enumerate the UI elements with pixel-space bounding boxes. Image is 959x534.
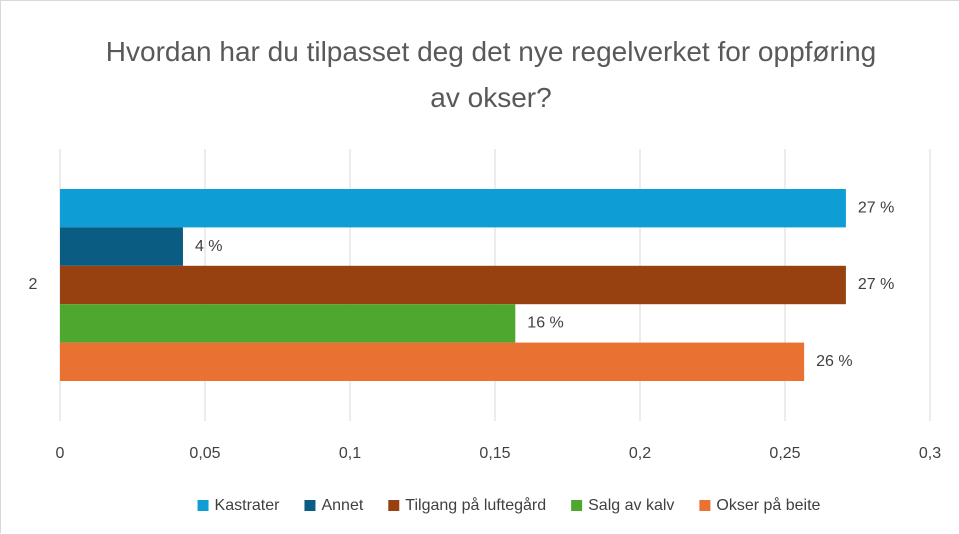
x-tick-label: 0,3 xyxy=(919,445,941,462)
x-tick-label: 0,1 xyxy=(339,445,361,462)
legend-swatch xyxy=(304,500,316,511)
data-label: 27 % xyxy=(858,276,894,293)
x-tick-label: 0,15 xyxy=(479,445,510,462)
data-label: 26 % xyxy=(816,353,852,370)
y-tick-label: 2 xyxy=(29,276,38,293)
x-tick-label: 0,05 xyxy=(189,445,220,462)
bar xyxy=(60,265,846,305)
legend-swatch xyxy=(388,500,400,511)
bar xyxy=(60,342,805,381)
bar xyxy=(60,304,516,343)
x-tick-label: 0 xyxy=(56,445,65,462)
x-tick-label: 0,25 xyxy=(769,445,800,462)
chart-title: Hvordan har du tilpasset deg det nye reg… xyxy=(105,36,877,113)
legend-label: Salg av kalv xyxy=(588,497,674,514)
legend-label: Annet xyxy=(321,497,363,514)
bar xyxy=(60,227,183,266)
legend-swatch xyxy=(699,500,711,511)
data-label: 16 % xyxy=(527,315,563,332)
legend-label: Okser på beite xyxy=(716,496,820,514)
legend-swatch xyxy=(571,500,583,511)
x-tick-label: 0,2 xyxy=(629,445,651,462)
legend-swatch xyxy=(197,500,209,511)
data-label: 27 % xyxy=(858,199,894,216)
legend-label: Kastrater xyxy=(215,497,281,514)
bar xyxy=(60,189,846,228)
data-label: 4 % xyxy=(195,238,223,255)
legend-label: Tilgang på luftegård xyxy=(405,496,546,514)
